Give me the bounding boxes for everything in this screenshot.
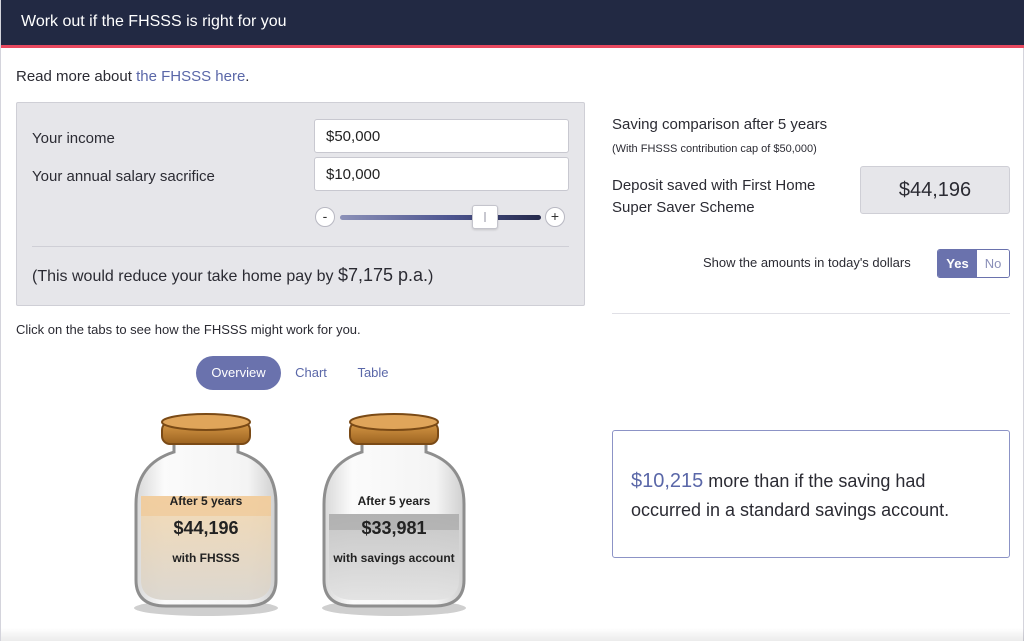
reduction-suffix: ) (428, 268, 434, 285)
comparison-title: Saving comparison after 5 years (612, 116, 828, 133)
jar-1-icon (134, 413, 278, 616)
read-more-suffix: . (245, 68, 250, 85)
read-more-prefix: Read more about (16, 68, 137, 85)
todays-dollars-toggle: Yes No (937, 249, 1010, 278)
result-text: more than if the saving had occurred in … (631, 471, 950, 520)
jar-1-caption: with FHSSS (172, 551, 240, 565)
fhsss-link[interactable]: the FHSSS here (136, 68, 246, 85)
todays-dollars-label: Show the amounts in today's dollars (703, 255, 911, 270)
jar-1-amount: $44,196 (173, 518, 239, 538)
jar-2-heading: After 5 years (357, 494, 431, 508)
tab-table[interactable]: Table (357, 365, 389, 380)
inputs-panel: Your income $50,000 Your annual salary s… (16, 102, 585, 306)
jar-1-heading: After 5 years (169, 494, 243, 508)
deposit-value: $44,196 (860, 166, 1010, 214)
result-summary: $10,215 more than if the saving had occu… (612, 430, 1010, 558)
comparison-subtitle: (With FHSSS contribution cap of $50,000) (612, 143, 817, 155)
right-divider (612, 313, 1010, 314)
salary-sacrifice-input[interactable]: $10,000 (314, 157, 569, 191)
savings-jar: After 5 years $33,981 with savings accou… (314, 408, 474, 620)
slider-increase-button[interactable]: + (545, 207, 565, 227)
header-bar: Work out if the FHSSS is right for you (1, 0, 1024, 45)
tab-chart[interactable]: Chart (295, 365, 327, 380)
read-more-text: Read more about the FHSSS here. (16, 68, 249, 85)
slider-decrease-button[interactable]: - (315, 207, 335, 227)
income-label: Your income (32, 130, 115, 147)
jar-2-amount: $33,981 (361, 518, 427, 538)
bottom-fade (1, 628, 1024, 641)
take-home-reduction: (This would reduce your take home pay by… (32, 265, 433, 286)
toggle-yes-button[interactable]: Yes (938, 250, 977, 277)
income-input[interactable]: $50,000 (314, 119, 569, 153)
jar-2-caption: with savings account (333, 551, 455, 565)
fhsss-jar: After 5 years $44,196 with FHSSS (126, 408, 286, 620)
jar-2-icon (322, 413, 466, 616)
slider-handle[interactable] (471, 205, 498, 229)
toggle-no-button[interactable]: No (977, 250, 1009, 277)
tab-overview[interactable]: Overview (196, 356, 281, 390)
tabs-instruction: Click on the tabs to see how the FHSSS m… (16, 322, 361, 337)
page-title: Work out if the FHSSS is right for you (21, 13, 287, 30)
deposit-label: Deposit saved with First Home Super Save… (612, 177, 816, 216)
accent-line (1, 45, 1024, 48)
result-difference-amount: $10,215 (631, 470, 704, 492)
reduction-amount: $7,175 p.a. (337, 265, 429, 285)
salary-sacrifice-label: Your annual salary sacrifice (32, 168, 215, 185)
panel-divider (32, 246, 569, 247)
reduction-prefix: (This would reduce your take home pay by (32, 268, 338, 285)
salary-sacrifice-slider-track[interactable] (340, 215, 541, 220)
